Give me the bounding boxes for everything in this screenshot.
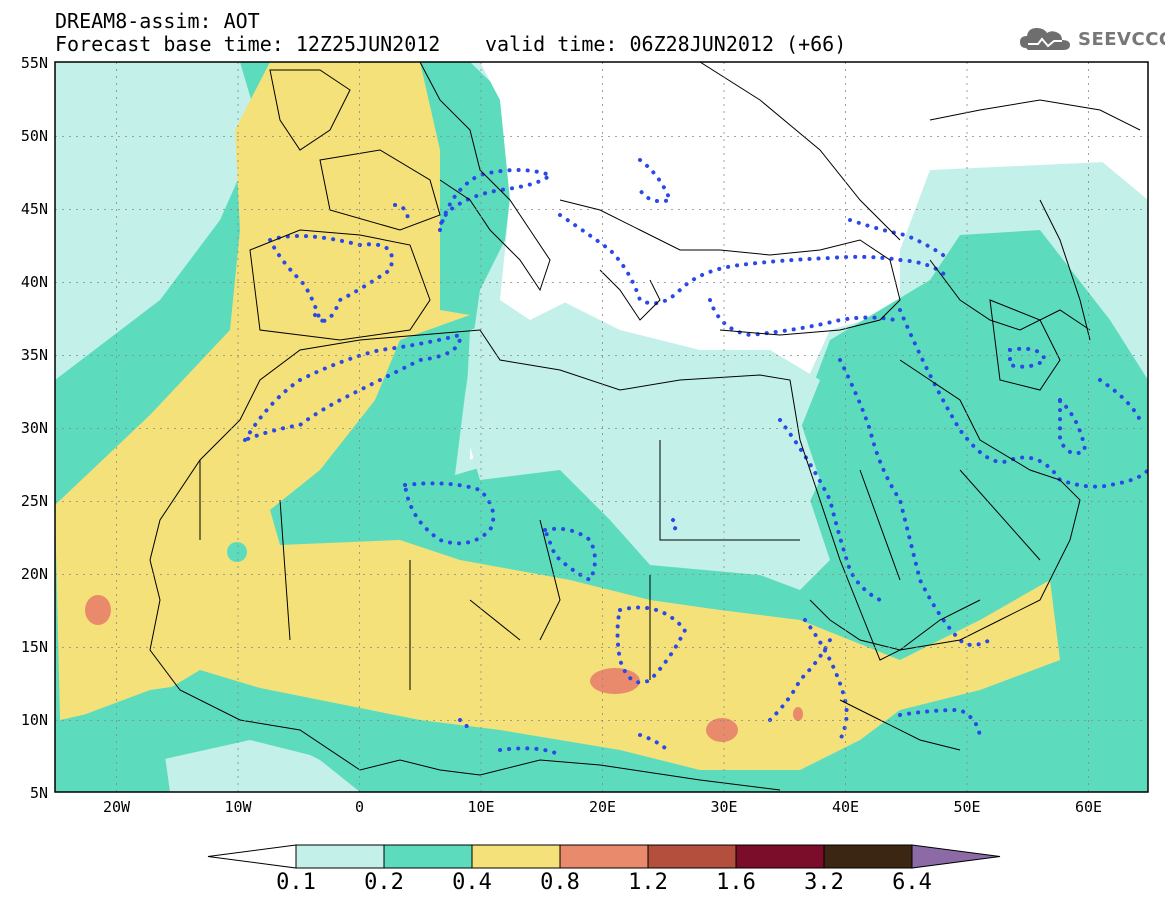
map-title: DREAM8-assim: AOT bbox=[55, 9, 260, 33]
lon-label: 10E bbox=[467, 798, 494, 816]
colorbar-level-label: 0.2 bbox=[364, 870, 404, 895]
lat-label: 55N bbox=[21, 54, 48, 72]
aot-band-0-1-inner bbox=[465, 300, 830, 590]
lon-label: 20W bbox=[103, 798, 131, 816]
colorbar-swatch bbox=[559, 844, 649, 869]
colorbar-swatch bbox=[735, 844, 825, 869]
aot-spot-algeria bbox=[227, 542, 247, 562]
lat-label: 40N bbox=[21, 273, 48, 291]
lat-label: 20N bbox=[21, 565, 48, 583]
lon-label: 0 bbox=[355, 798, 364, 816]
lat-label: 50N bbox=[21, 127, 48, 145]
lat-label: 10N bbox=[21, 711, 48, 729]
colorbar-level-label: 0.4 bbox=[452, 870, 492, 895]
cloud-icon bbox=[1020, 28, 1070, 50]
valid-time: valid time: 06Z28JUN2012 (+66) bbox=[485, 32, 847, 56]
forecast-base-time: Forecast base time: 12Z25JUN2012 bbox=[55, 32, 441, 56]
colorbar-level-label: 1.6 bbox=[716, 870, 756, 895]
lon-label: 20E bbox=[589, 798, 616, 816]
colorbar-swatch bbox=[823, 844, 913, 869]
aot-peak-sudan bbox=[706, 718, 738, 742]
aot-fields bbox=[55, 62, 1148, 792]
colorbar-level-label: 0.8 bbox=[540, 870, 580, 895]
aot-spot-egypt bbox=[566, 490, 582, 504]
colorbar-swatch bbox=[383, 844, 473, 869]
colorbar-under-triangle bbox=[207, 844, 297, 869]
lat-label: 25N bbox=[21, 492, 48, 510]
colorbar bbox=[207, 844, 1001, 869]
colorbar-level-label: 3.2 bbox=[804, 870, 844, 895]
aot-band-under bbox=[480, 62, 1148, 350]
colorbar-swatch bbox=[647, 844, 737, 869]
coastlines bbox=[149, 62, 1141, 791]
aot-band-0-2-south bbox=[60, 680, 470, 792]
aot-peak-ethiopia bbox=[793, 707, 803, 721]
seevccc-logo: SEEVCCC bbox=[1018, 22, 1165, 56]
colorbar-over-triangle bbox=[911, 844, 1001, 869]
aot-band-0-4 bbox=[55, 62, 1060, 770]
colorbar-level-label: 1.2 bbox=[628, 870, 668, 895]
colorbar-swatch bbox=[295, 844, 385, 869]
lon-label: 50E bbox=[953, 798, 980, 816]
map-frame bbox=[54, 61, 1149, 793]
aot-peak-west bbox=[85, 595, 111, 625]
lat-label: 35N bbox=[21, 346, 48, 364]
colorbar-swatch bbox=[471, 844, 561, 869]
aot-peak-chad bbox=[590, 668, 640, 694]
colorbar-level-label: 6.4 bbox=[892, 870, 932, 895]
lat-label: 45N bbox=[21, 200, 48, 218]
lon-label: 40E bbox=[832, 798, 859, 816]
lon-label: 60E bbox=[1075, 798, 1102, 816]
colorbar-level-label: 0.1 bbox=[276, 870, 316, 895]
lat-label: 5N bbox=[30, 784, 48, 802]
lat-labels: 55N 50N 45N 40N 35N 30N 25N 20N 15N 10N … bbox=[21, 54, 48, 802]
lon-label: 10W bbox=[224, 798, 252, 816]
graticule bbox=[55, 62, 1148, 792]
logo-text: SEEVCCC bbox=[1078, 28, 1165, 50]
lon-label: 30E bbox=[710, 798, 737, 816]
lon-labels: 20W 10W 0 10E 20E 30E 40E 50E 60E bbox=[103, 798, 1102, 816]
lat-label: 30N bbox=[21, 419, 48, 437]
lat-label: 15N bbox=[21, 638, 48, 656]
